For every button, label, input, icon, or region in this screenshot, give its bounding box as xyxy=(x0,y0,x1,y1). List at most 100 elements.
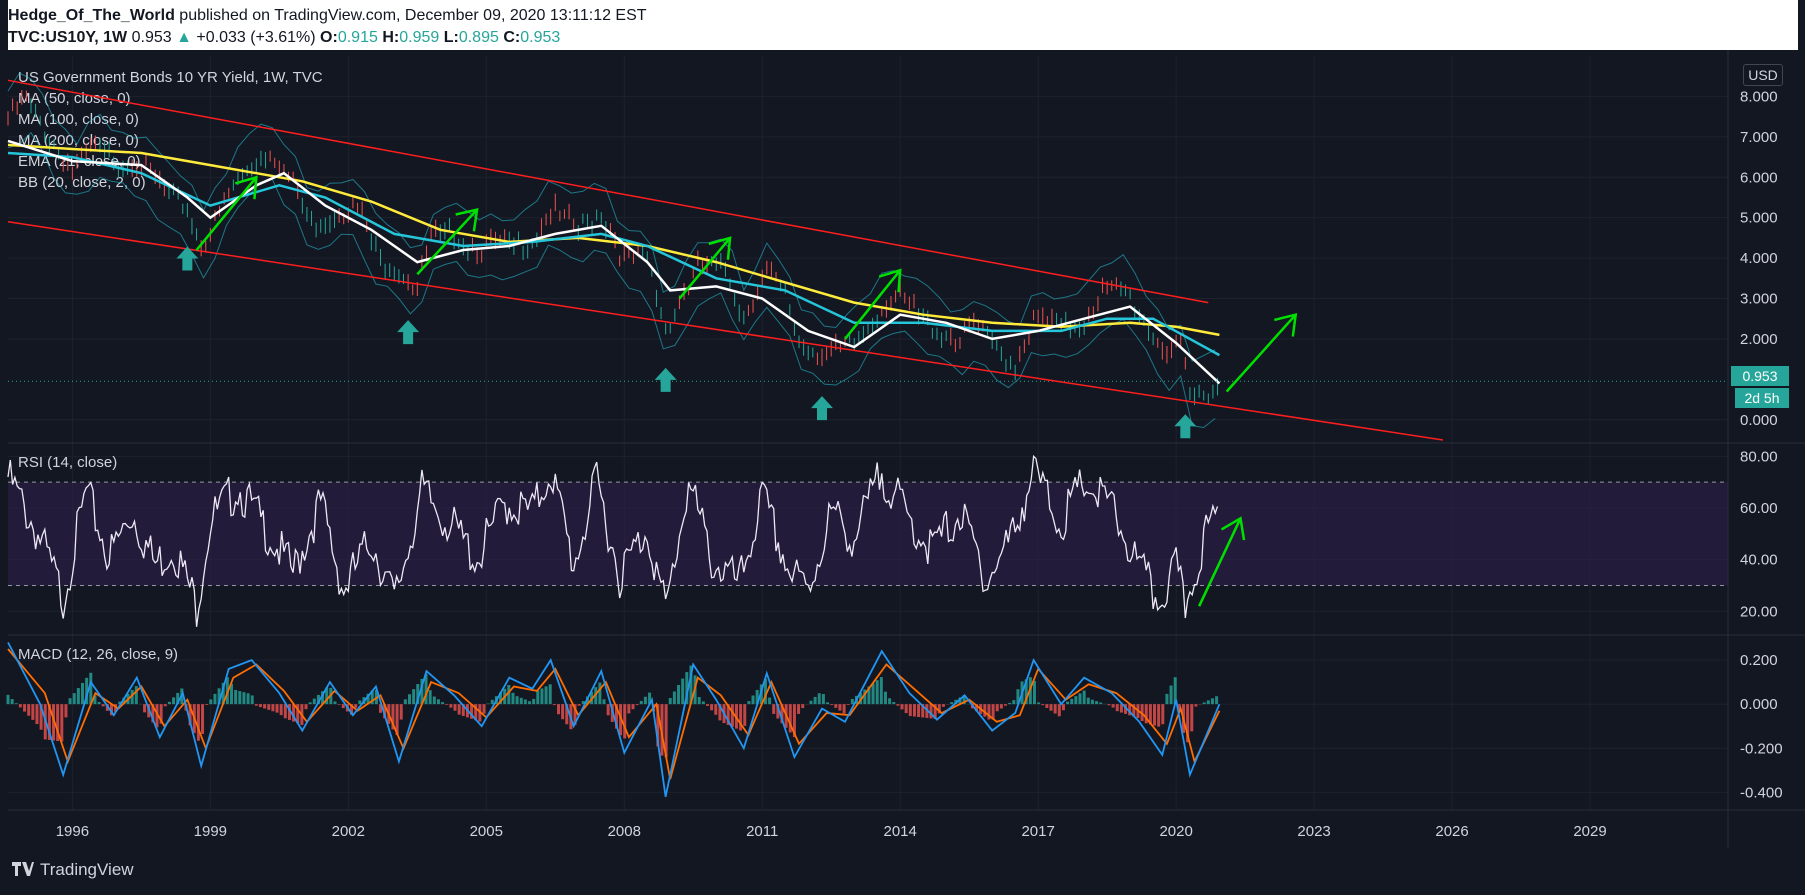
footer-brand-label: TradingView xyxy=(40,860,134,879)
macd-histogram-bar xyxy=(383,704,387,719)
macd-histogram-bar xyxy=(167,701,171,705)
macd-histogram-bar xyxy=(950,702,954,705)
macd-histogram-bar xyxy=(85,677,89,705)
y-tick-label: 4.000 xyxy=(1740,250,1778,267)
macd-histogram-bar xyxy=(1128,704,1132,716)
x-tick-label: 2008 xyxy=(608,823,641,840)
macd-histogram-bar xyxy=(416,684,420,705)
rsi-line xyxy=(7,454,1219,627)
macd-histogram-bar xyxy=(242,692,246,705)
ma50-line xyxy=(7,139,1221,385)
macd-histogram-bar xyxy=(250,695,254,705)
macd-histogram-bar xyxy=(780,704,784,724)
macd-histogram-bar xyxy=(1066,701,1070,705)
macd-histogram-bar xyxy=(1070,698,1074,705)
annotations xyxy=(7,79,1444,607)
macd-histogram-bar xyxy=(751,695,755,705)
macd-histogram-bar xyxy=(892,701,896,705)
bb-upper-band xyxy=(7,72,1216,362)
macd-histogram-bar xyxy=(772,704,776,714)
macd-histogram-bar xyxy=(205,704,209,705)
y-tick-label: 20.00 xyxy=(1740,603,1778,620)
close-label: C: xyxy=(503,29,521,46)
macd-histogram-bar xyxy=(668,697,672,705)
macd-histogram-bar xyxy=(457,704,461,715)
macd-histogram-bar xyxy=(792,704,796,738)
trend-arrow xyxy=(844,269,902,340)
macd-histogram-bar xyxy=(283,704,287,719)
macd-histogram-bar xyxy=(10,699,14,705)
y-tick-label: 80.00 xyxy=(1740,448,1778,465)
macd-histogram-bar xyxy=(614,704,618,729)
macd-histogram-bar xyxy=(474,704,478,721)
macd-histogram-bar xyxy=(441,702,445,705)
author-name[interactable]: Hedge_Of_The_World xyxy=(8,7,175,24)
macd-histogram-bar xyxy=(35,704,39,725)
macd-histogram-bar xyxy=(358,700,362,705)
macd-histogram-bar xyxy=(1144,704,1148,724)
trend-arrow-head xyxy=(878,268,902,293)
macd-histogram-bar xyxy=(619,704,623,736)
macd-histogram-bar xyxy=(983,704,987,717)
macd-histogram-bar xyxy=(821,694,825,705)
macd-histogram-bar xyxy=(581,701,585,705)
macd-pane-title: MACD (12, 26, close, 9) xyxy=(18,646,178,663)
macd-histogram-bar xyxy=(499,692,503,705)
macd-pane[interactable]: MACD (12, 26, close, 9) xyxy=(6,641,1221,797)
currency-button[interactable]: USD xyxy=(1743,64,1783,86)
macd-histogram-bar xyxy=(1082,690,1086,705)
macd-histogram-bar xyxy=(6,694,10,705)
macd-histogram-bar xyxy=(834,704,838,708)
macd-histogram-bar xyxy=(1206,700,1210,705)
macd-histogram-bar xyxy=(813,696,817,705)
macd-histogram-bar xyxy=(532,698,536,705)
macd-histogram-bar xyxy=(900,704,904,710)
macd-histogram-bar xyxy=(1086,697,1090,705)
macd-histogram-bar xyxy=(797,704,801,714)
macd-histogram-bar xyxy=(56,704,60,742)
trend-arrow-head xyxy=(708,236,732,260)
macd-histogram-bar xyxy=(333,701,337,705)
y-tick-label: 60.00 xyxy=(1740,500,1778,517)
macd-histogram-bar xyxy=(602,699,606,705)
macd-histogram-bar xyxy=(623,704,627,739)
footer-brand[interactable]: TradingView xyxy=(12,860,134,880)
macd-histogram-bar xyxy=(755,689,759,705)
macd-histogram-bar xyxy=(134,686,138,705)
macd-histogram-bar xyxy=(470,704,474,719)
symbol: TVC:US10Y, 1W xyxy=(8,29,128,46)
up-arrow-icon xyxy=(654,367,677,392)
macd-histogram-bar xyxy=(548,684,552,705)
up-triangle-icon: ▲ xyxy=(176,29,192,46)
macd-histogram-bar xyxy=(337,704,341,705)
macd-histogram-bar xyxy=(312,698,316,705)
macd-histogram-bar xyxy=(234,689,238,705)
tradingview-logo-icon xyxy=(12,862,34,876)
publish-line: Hedge_Of_The_World published on TradingV… xyxy=(8,7,647,25)
trend-arrow xyxy=(416,208,479,276)
macd-histogram-bar xyxy=(631,704,635,710)
macd-histogram-bar xyxy=(1157,704,1161,727)
macd-histogram-bar xyxy=(217,688,221,705)
up-arrow-icon xyxy=(1174,414,1197,439)
up-arrow-icon xyxy=(811,396,834,421)
macd-histogram-bar xyxy=(172,697,176,705)
high-label: H: xyxy=(382,29,400,46)
macd-histogram-bar xyxy=(101,704,105,707)
price-pane[interactable]: US Government Bonds 10 YR Yield, 1W, TVC… xyxy=(7,69,1728,429)
rsi-pane[interactable]: RSI (14, close) xyxy=(7,454,1728,627)
macd-histogram-bar xyxy=(975,704,979,712)
macd-histogram-bar xyxy=(424,673,428,705)
macd-histogram-bar xyxy=(221,682,225,705)
macd-histogram-bar xyxy=(155,704,159,728)
macd-histogram-bar xyxy=(888,698,892,705)
trend-arrow-head xyxy=(455,207,479,232)
x-tick-label: 2029 xyxy=(1573,823,1606,840)
macd-histogram-bar xyxy=(188,704,192,726)
macd-histogram-bar xyxy=(718,704,722,721)
macd-histogram-bar xyxy=(842,704,846,714)
macd-histogram-bar xyxy=(871,683,875,705)
macd-histogram-bar xyxy=(863,689,867,705)
macd-histogram-bar xyxy=(801,704,805,709)
